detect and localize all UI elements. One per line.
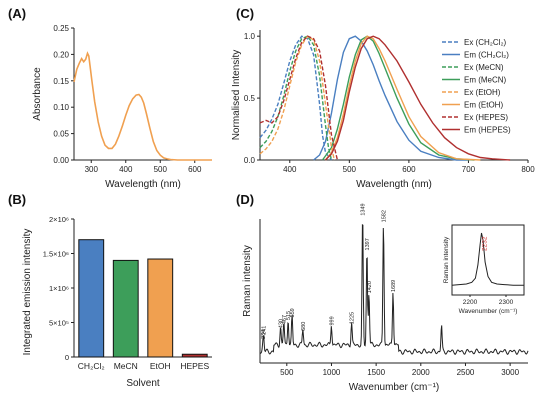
peak-label: 1225 [350, 312, 356, 324]
panel-label-c: (C) [236, 6, 255, 21]
spectrum-line [259, 35, 333, 161]
peak-label: 1349 [361, 203, 367, 215]
x-tick-label: EtOH [150, 361, 171, 371]
x-tick-label: 800 [521, 165, 535, 174]
x-tick-label: 500 [154, 165, 168, 174]
peak-label: 241 [262, 326, 268, 335]
spectrum-line [259, 35, 336, 161]
x-tick-label: 1000 [323, 368, 341, 377]
peak-label: 515 [286, 311, 292, 320]
y-tick-label: 2×10⁶ [49, 215, 69, 224]
normalised-spectra-chart: 0.0 0.5 1.0 400 500 600 700 800 Wavelength (nm) N… [231, 30, 535, 190]
bar [112, 259, 139, 358]
peak-label: 559 [290, 308, 296, 317]
x-tick-label: 2000 [412, 368, 430, 377]
y-tick-label: 0.10 [53, 103, 69, 112]
inset-x-axis-label: Wavenumber (cm⁻¹) [459, 308, 518, 315]
y-tick-label: 0 [65, 353, 69, 362]
y-tick-label: 0.05 [53, 130, 69, 139]
absorbance-chart: 0.00 0.05 0.10 0.15 0.20 0.25 300 400 500 600 Wave… [32, 24, 212, 190]
raman-spectrum-line [259, 224, 529, 355]
x-axis-label: Wavenumber (cm⁻¹) [349, 382, 439, 393]
x-axis-label: Solvent [126, 378, 160, 389]
x-tick-label: 2500 [457, 368, 475, 377]
x-tick-label: 1500 [367, 368, 385, 377]
x-axis-label: Wavelength (nm) [105, 179, 181, 190]
legend-label: Em (EtOH) [464, 101, 503, 110]
peak-label: 1420 [367, 281, 373, 293]
y-tick-label: 1×10⁶ [49, 284, 69, 293]
legend-label: Ex (HEPES) [464, 113, 508, 122]
peak-label: 1397 [365, 238, 371, 250]
spectrum-line [259, 35, 339, 161]
inset-frame [451, 224, 525, 296]
inset-x-tick-label: 2300 [499, 299, 514, 306]
y-axis-label: Normalised Intensity [231, 50, 242, 141]
legend-label: Ex (EtOH) [464, 88, 501, 97]
inset-x-tick-label: 2200 [463, 299, 478, 306]
absorbance-line [73, 51, 212, 161]
inset-spectrum-line [451, 232, 524, 286]
panel-label-d: (D) [236, 192, 255, 207]
x-tick-label: 400 [119, 165, 133, 174]
x-tick-label: 500 [280, 368, 294, 377]
spectrum-line [259, 35, 333, 161]
y-tick-label: 1.0 [244, 32, 256, 41]
y-tick-label: 1.5×10⁶ [43, 250, 69, 259]
y-axis-label: Raman intensity [242, 245, 253, 317]
legend-label: Em (CH₂Cl₂) [464, 51, 509, 60]
x-tick-label: HEPES [180, 361, 209, 371]
raman-chart: 500 1000 1500 2000 2500 3000 Wavenumber (cm⁻¹)… [242, 203, 529, 393]
x-tick-label: 600 [188, 165, 202, 174]
x-tick-label: 400 [283, 165, 297, 174]
legend-label: Ex (CH₂Cl₂) [464, 38, 507, 47]
spectrum-line [324, 35, 511, 161]
bar [181, 353, 208, 358]
x-tick-label: 700 [462, 165, 476, 174]
y-tick-label: 0.20 [53, 50, 69, 59]
peak-label: 1582 [381, 210, 387, 222]
spectrum-line [321, 35, 475, 161]
x-tick-label: 3000 [501, 368, 519, 377]
y-tick-label: 0.25 [53, 24, 69, 33]
peak-label: 680 [301, 322, 307, 331]
y-tick-label: 0.5 [244, 94, 256, 103]
y-axis-label: Absorbance [32, 67, 43, 121]
bar [78, 239, 105, 358]
legend-label: Ex (MeCN) [464, 63, 504, 72]
panel-label-b: (B) [8, 192, 27, 207]
x-axis-label: Wavelength (nm) [356, 179, 432, 190]
y-axis-label: Integrated emission intensity [22, 229, 33, 356]
spectrum-line [324, 35, 481, 161]
bar [147, 258, 174, 358]
legend-label: Em (HEPES) [464, 126, 511, 135]
inset-y-axis-label: Raman intensity [443, 236, 450, 283]
peak-label: 1689 [391, 280, 397, 292]
spectrum-line [313, 35, 469, 161]
peak-label: 467 [282, 315, 288, 324]
x-tick-label: CH₂Cl₂ [78, 361, 105, 371]
peak-label: 234 [261, 330, 267, 339]
panel-label-a: (A) [8, 6, 27, 21]
legend-label: Em (MeCN) [464, 76, 507, 85]
peak-label: 430 [279, 319, 285, 328]
emission-bar-chart: 0 5×10⁵ 1×10⁶ 1.5×10⁶ 2×10⁶ CH₂Cl₂ MeCN EtOH HEP… [22, 215, 212, 389]
y-tick-label: 5×10⁵ [49, 319, 69, 328]
y-tick-label: 0.0 [244, 156, 256, 165]
y-tick-label: 0.00 [53, 156, 69, 165]
x-tick-label: 600 [402, 165, 416, 174]
x-tick-label: MeCN [114, 361, 138, 371]
y-tick-label: 0.15 [53, 77, 69, 86]
peak-label: 999 [329, 316, 335, 325]
inset-peak-label: 2232 [482, 236, 489, 251]
x-tick-label: 300 [85, 165, 99, 174]
x-tick-label: 500 [343, 165, 357, 174]
